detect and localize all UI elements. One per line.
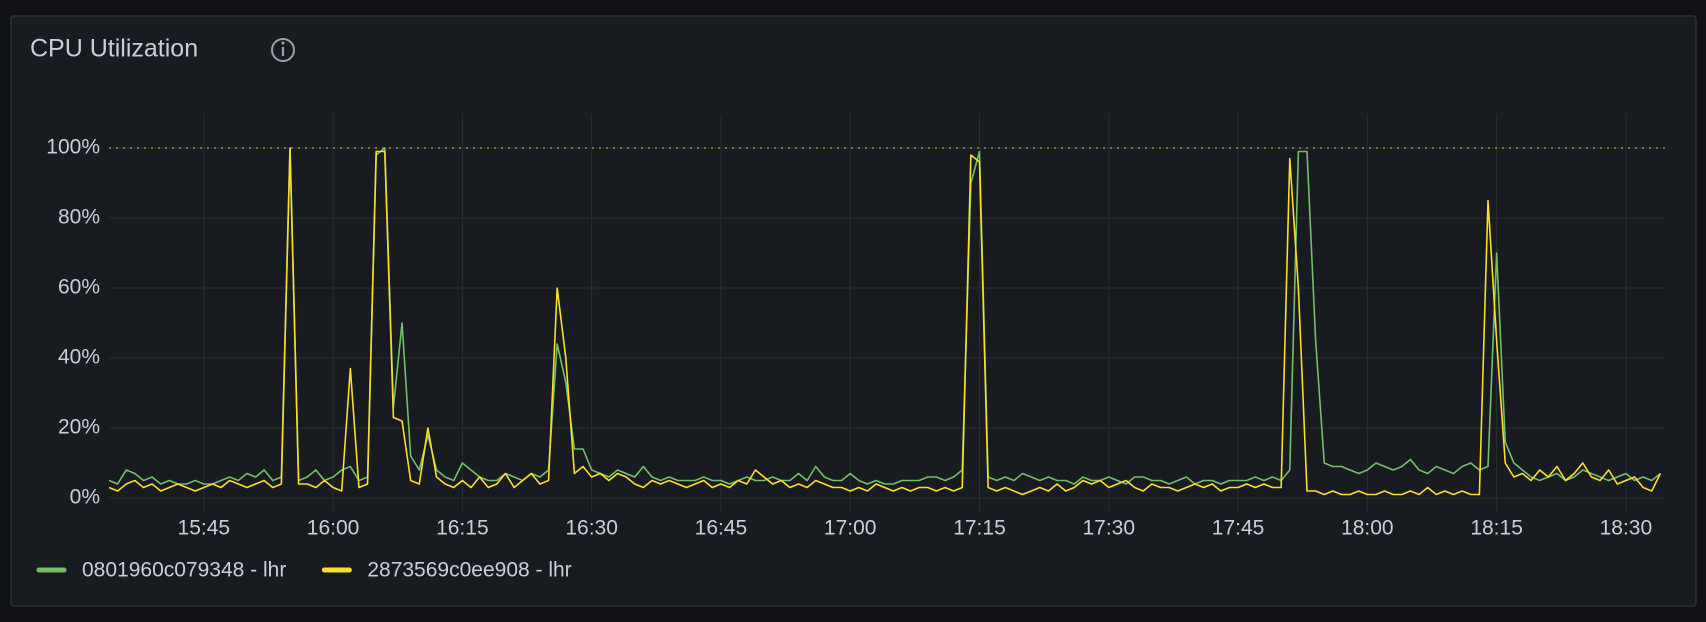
- legend-label: 2873569c0ee908 - lhr: [367, 559, 571, 582]
- y-tick-label: 80%: [58, 206, 100, 229]
- y-tick-label: 60%: [58, 276, 100, 299]
- x-tick-label: 17:45: [1212, 517, 1265, 540]
- y-tick-label: 100%: [46, 136, 100, 159]
- info-circle[interactable]: [271, 38, 295, 62]
- x-tick-label: 15:45: [178, 517, 231, 540]
- x-tick-label: 18:15: [1470, 517, 1523, 540]
- x-tick-label: 16:45: [695, 517, 748, 540]
- y-tick-label: 20%: [58, 416, 100, 439]
- x-tick-label: 18:00: [1341, 517, 1394, 540]
- x-tick-label: 17:30: [1082, 517, 1135, 540]
- x-tick-label: 16:00: [307, 517, 360, 540]
- y-tick-label: 40%: [58, 346, 100, 369]
- x-tick-label: 16:15: [436, 517, 489, 540]
- x-tick-label: 18:30: [1600, 517, 1653, 540]
- chart-title: CPU Utilization: [30, 35, 198, 63]
- info-icon[interactable]: [271, 38, 295, 62]
- y-tick-label: 0%: [70, 486, 100, 509]
- legend-label: 0801960c079348 - lhr: [82, 559, 286, 582]
- x-tick-label: 17:00: [824, 517, 877, 540]
- info-dot[interactable]: [281, 41, 285, 45]
- x-tick-label: 16:30: [565, 517, 618, 540]
- series-line: [108, 147, 1662, 496]
- panel: [10, 15, 1697, 607]
- x-tick-label: 17:15: [953, 517, 1006, 540]
